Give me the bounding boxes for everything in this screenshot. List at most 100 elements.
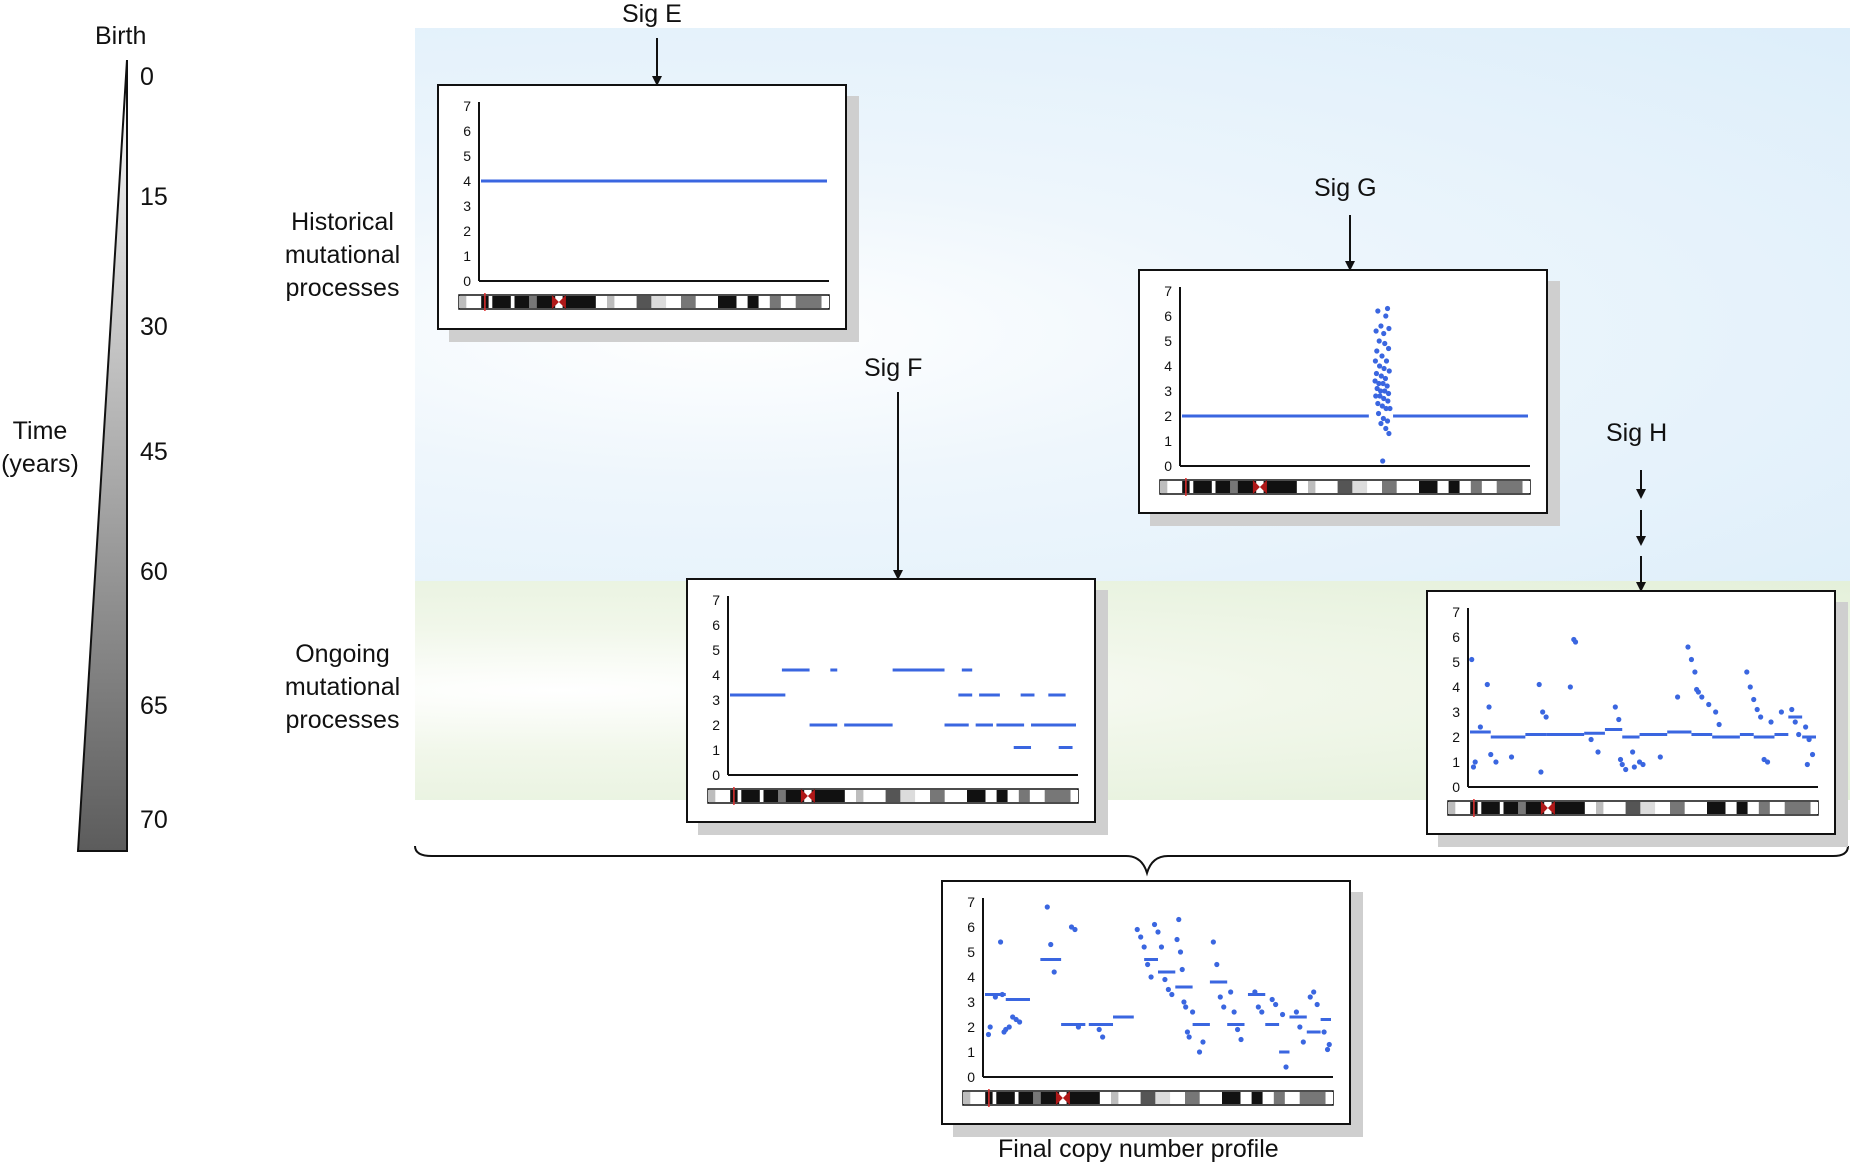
copy-number-point: [1789, 706, 1795, 713]
copy-number-point: [1174, 936, 1180, 943]
ideogram-band: [529, 296, 537, 308]
y-tick-label: 0: [1164, 458, 1172, 474]
copy-number-point: [1493, 759, 1499, 765]
sig-g-label: Sig G: [1314, 174, 1377, 202]
y-tick-label: 6: [1164, 308, 1172, 324]
ideogram-band: [1459, 481, 1471, 493]
copy-number-point: [1508, 754, 1515, 760]
y-tick-label: 5: [1452, 654, 1460, 670]
copy-number-point: [1386, 430, 1392, 437]
ideogram-band: [1262, 1092, 1274, 1104]
ideogram-band: [595, 296, 607, 308]
y-tick-label: 5: [463, 148, 471, 164]
ideogram-band: [1625, 802, 1641, 814]
ideogram-band: [856, 790, 864, 802]
copy-number-point: [1376, 338, 1382, 344]
copy-number-point: [1372, 358, 1379, 364]
ideogram-band: [778, 790, 786, 802]
copy-number-point: [1177, 949, 1184, 955]
copy-number-point: [1183, 1004, 1189, 1010]
ideogram-band: [1029, 790, 1045, 802]
y-tick-label: 6: [967, 919, 975, 935]
ideogram-band: [1230, 481, 1238, 493]
copy-number-point: [1017, 1019, 1023, 1025]
ideogram-band: [885, 790, 901, 802]
copy-number-point: [1386, 368, 1392, 374]
time-axis-wedge: [76, 59, 128, 852]
copy-number-point: [1196, 1049, 1203, 1055]
panel-frame: [686, 578, 1096, 823]
panel-frame: [1138, 269, 1548, 514]
ideogram-band: [1551, 802, 1585, 814]
ideogram-band: [1481, 481, 1497, 493]
ideogram-band: [666, 296, 681, 308]
time-axis: Birth Time (years) 0 15 30 45 60 65 70: [0, 0, 200, 860]
ideogram-band: [996, 1092, 1015, 1104]
copy-number-point: [1379, 353, 1385, 359]
ideogram-band: [741, 790, 760, 802]
ideogram-band: [1066, 1092, 1100, 1104]
sig-e-copy-number-plot: 0 1 2 3 4 5 6 7: [458, 98, 830, 311]
copy-number-point: [1543, 714, 1549, 720]
ideogram-band: [1299, 1092, 1326, 1104]
centromere: [551, 295, 566, 309]
copy-number-point: [1540, 709, 1546, 715]
ideogram-band: [1396, 481, 1419, 493]
copy-number-point: [1623, 766, 1629, 773]
y-tick-label: 1: [1452, 754, 1460, 770]
ideogram-band: [915, 790, 930, 802]
chromosome-ideogram: [962, 1089, 1334, 1107]
ideogram-band: [625, 296, 637, 308]
ideogram-band: [636, 296, 652, 308]
ideogram-band: [715, 790, 731, 802]
copy-number-point: [1374, 348, 1380, 354]
copy-number-point: [1234, 1026, 1241, 1033]
y-tick-label: 2: [463, 223, 471, 239]
final-copy-number-plot: 0 1 2 3 4 5 6 7: [962, 894, 1334, 1107]
copy-number-point: [1311, 989, 1317, 995]
ideogram-band: [607, 296, 615, 308]
ideogram-band: [1326, 481, 1338, 493]
ideogram-band: [1614, 802, 1626, 814]
final-profile-panel: 0 1 2 3 4 5 6 7: [941, 880, 1363, 1137]
copy-number-point: [1378, 323, 1384, 329]
copy-number-point: [1072, 926, 1078, 933]
copy-number-point: [1386, 325, 1392, 332]
copy-number-point: [1381, 330, 1387, 337]
copy-number-point: [987, 1024, 993, 1030]
copy-number-point: [1006, 1024, 1012, 1030]
sig-f-panel: 0 1 2 3 4 5 6 7: [686, 578, 1108, 835]
copy-number-point: [1186, 1034, 1192, 1040]
ideogram-band: [562, 296, 596, 308]
copy-number-point: [1297, 1024, 1303, 1030]
time-tick: 15: [140, 183, 168, 211]
copy-number-point: [1567, 684, 1573, 690]
copy-number-point: [1657, 754, 1663, 760]
ideogram-band: [1707, 802, 1726, 814]
final-brace: [414, 845, 1849, 877]
sig-g-copy-number-plot: 0 1 2 3 4 5 6 7: [1159, 283, 1531, 496]
copy-number-point: [1764, 759, 1771, 765]
copy-number-point: [1314, 1001, 1320, 1008]
ideogram-band: [1448, 802, 1456, 814]
copy-number-point: [1472, 759, 1478, 765]
copy-number-point: [1307, 994, 1313, 1000]
ideogram-band: [1758, 802, 1770, 814]
ideogram-band: [1337, 481, 1353, 493]
copy-number-point: [1381, 395, 1387, 402]
copy-number-point: [1792, 719, 1798, 725]
time-tick: 30: [140, 313, 168, 341]
panel-frame: [1426, 590, 1836, 835]
copy-number-point: [1141, 944, 1147, 950]
copy-number-point: [1384, 418, 1391, 424]
copy-number-point: [999, 991, 1005, 998]
copy-number-point: [1228, 989, 1234, 995]
ideogram-band: [1140, 1092, 1156, 1104]
time-axis-title-line2: (years): [1, 450, 79, 478]
ideogram-band: [1448, 481, 1460, 493]
ideogram-band: [1240, 1092, 1252, 1104]
copy-number-point: [1376, 380, 1382, 387]
sig-e-panel: 0 1 2 3 4 5 6 7: [437, 84, 859, 342]
ideogram-band: [1007, 790, 1019, 802]
copy-number-point: [1640, 761, 1646, 768]
